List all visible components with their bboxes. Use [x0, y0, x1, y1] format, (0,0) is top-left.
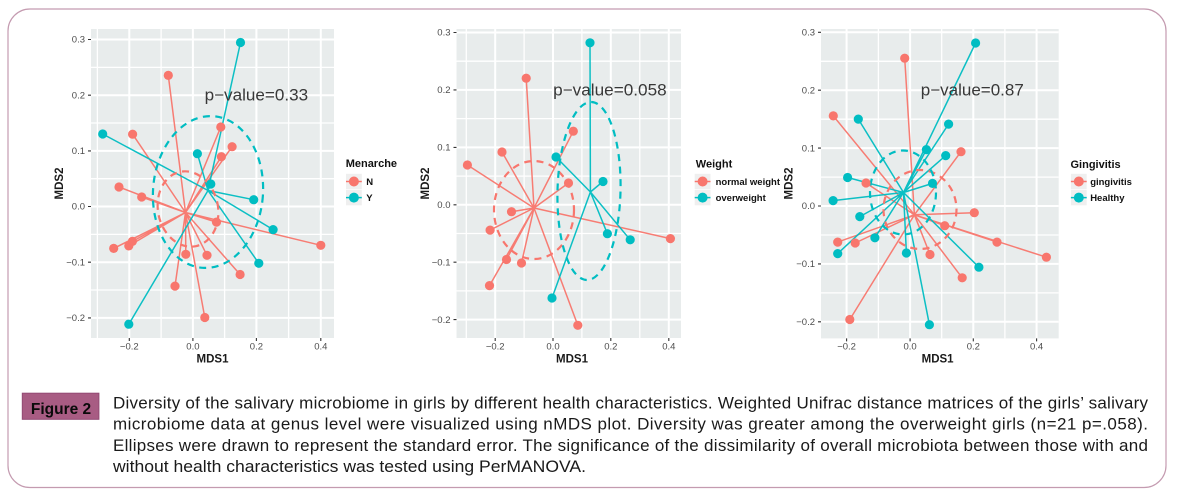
svg-text:−0.2: −0.2	[486, 342, 505, 353]
svg-text:−0.1: −0.1	[796, 259, 815, 270]
svg-text:−0.2: −0.2	[837, 342, 856, 353]
svg-text:overweight: overweight	[716, 193, 767, 204]
svg-text:0.0: 0.0	[546, 342, 559, 353]
svg-text:0.2: 0.2	[437, 85, 450, 96]
svg-text:0.4: 0.4	[1030, 342, 1043, 353]
svg-text:−0.2: −0.2	[66, 313, 85, 324]
svg-text:0.2: 0.2	[802, 85, 815, 96]
svg-text:gingivitis: gingivitis	[1090, 177, 1132, 188]
svg-text:MDS2: MDS2	[54, 168, 66, 200]
svg-text:p−value=0.87: p−value=0.87	[921, 82, 1024, 100]
svg-text:without health characteristics: without health characteristics was teste…	[112, 457, 586, 476]
svg-text:MDS2: MDS2	[783, 168, 795, 200]
svg-text:−0.2: −0.2	[432, 315, 451, 326]
svg-text:0.0: 0.0	[186, 342, 199, 353]
svg-text:0.0: 0.0	[903, 342, 916, 353]
svg-text:Ellipses were drawn to represe: Ellipses were drawn to represent the sta…	[113, 436, 1148, 455]
svg-text:N: N	[366, 177, 373, 188]
svg-text:0.3: 0.3	[802, 28, 815, 39]
svg-text:0.1: 0.1	[437, 143, 450, 154]
svg-text:Healthy: Healthy	[1090, 193, 1125, 204]
svg-text:−0.2: −0.2	[120, 342, 139, 353]
svg-text:MDS2: MDS2	[420, 168, 432, 200]
svg-text:MDS1: MDS1	[922, 354, 955, 366]
svg-text:0.4: 0.4	[662, 342, 675, 353]
svg-text:0.2: 0.2	[250, 342, 263, 353]
svg-text:Gingivitis: Gingivitis	[1071, 159, 1121, 171]
svg-text:0.1: 0.1	[72, 146, 85, 157]
svg-text:Weight: Weight	[696, 158, 733, 170]
svg-text:Y: Y	[366, 193, 373, 204]
svg-text:Figure 2: Figure 2	[31, 401, 91, 418]
svg-text:−0.1: −0.1	[432, 257, 451, 268]
svg-text:0.2: 0.2	[604, 342, 617, 353]
svg-text:Menarche: Menarche	[346, 158, 397, 170]
svg-text:0.0: 0.0	[437, 200, 450, 211]
svg-text:0.4: 0.4	[314, 342, 327, 353]
svg-text:MDS1: MDS1	[556, 354, 589, 366]
svg-text:0.0: 0.0	[802, 201, 815, 212]
svg-text:−0.1: −0.1	[66, 257, 85, 268]
svg-text:p−value=0.33: p−value=0.33	[205, 87, 309, 105]
svg-text:0.3: 0.3	[72, 35, 85, 46]
svg-text:−0.2: −0.2	[796, 317, 815, 328]
svg-text:0.1: 0.1	[802, 143, 815, 154]
svg-text:0.2: 0.2	[72, 90, 85, 101]
svg-text:normal weight: normal weight	[716, 177, 781, 188]
svg-text:0.0: 0.0	[72, 202, 85, 213]
svg-text:0.2: 0.2	[967, 342, 980, 353]
svg-text:MDS1: MDS1	[197, 354, 230, 366]
svg-text:Diversity of the salivary micr: Diversity of the salivary microbiome in …	[113, 393, 1149, 412]
svg-text:microbiome data at genus level: microbiome data at genus level were visu…	[113, 415, 1148, 434]
svg-text:p−value=0.058: p−value=0.058	[553, 82, 667, 100]
svg-text:0.3: 0.3	[437, 28, 450, 39]
